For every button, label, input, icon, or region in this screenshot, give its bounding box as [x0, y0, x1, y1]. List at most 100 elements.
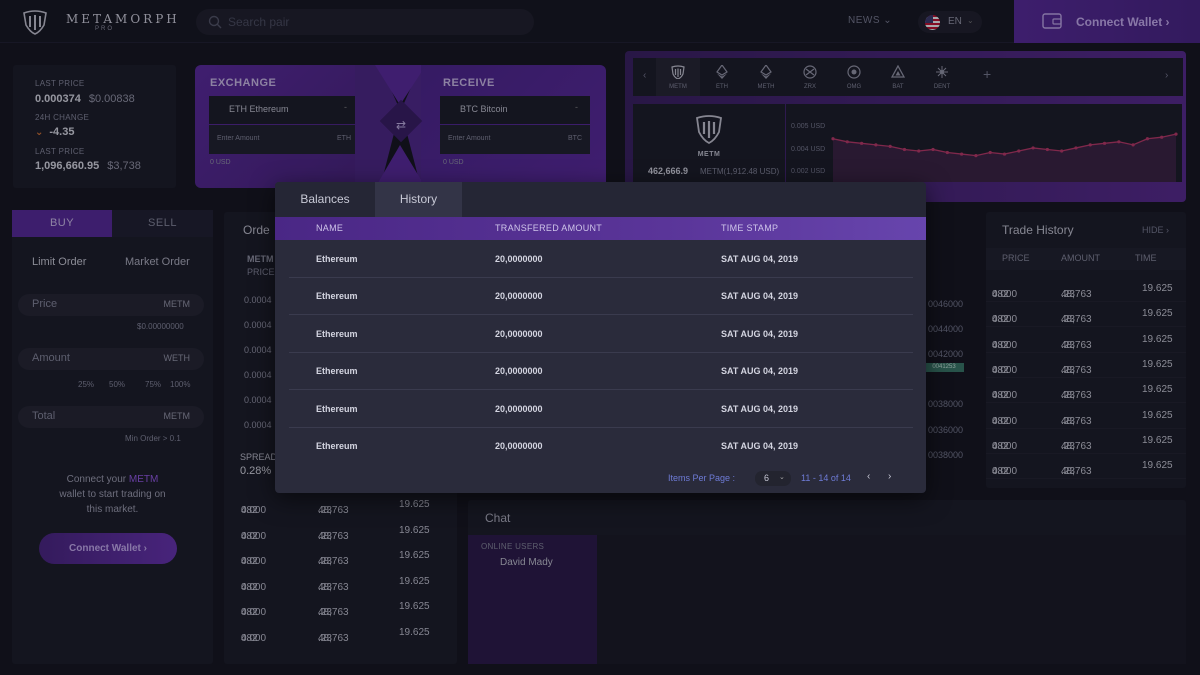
mini-chart-point — [1160, 135, 1164, 139]
order-book-row[interactable]: 0.000 482 48,763.23 19.625 — [241, 626, 430, 644]
tab-limit-order[interactable]: Limit Order — [32, 256, 87, 268]
price-field[interactable]: Price METM — [18, 294, 204, 316]
trade-history-row[interactable]: 0.000 482 48,763.23 19.625 — [986, 353, 1186, 378]
arrow-down-icon: ⌄ — [35, 127, 44, 138]
bat-icon — [891, 65, 905, 78]
percent-25-button[interactable]: 25% — [78, 380, 95, 389]
trade-history-row[interactable]: 0.000 482 48,763.23 19.625 — [986, 328, 1186, 353]
from-coin-select[interactable]: ETH Ethereum - — [209, 96, 359, 124]
tab-history[interactable]: History — [375, 182, 462, 217]
chat-messages-area[interactable] — [597, 535, 1186, 664]
chevron-down-icon: ⌄ — [967, 16, 974, 25]
history-time: SAT AUG 04, 2019 — [721, 441, 799, 451]
trade-history-row[interactable]: 0.000 482 48,763.23 19.625 — [986, 454, 1186, 480]
history-row[interactable]: Ethereum 20,0000000 SAT AUG 04, 2019 — [289, 391, 913, 428]
trade-history-row[interactable]: 0.000 482 48,763.23 19.625 — [986, 378, 1186, 404]
news-menu[interactable]: NEWS ⌄ — [848, 15, 892, 26]
coin-name: METM — [697, 151, 721, 158]
coin-symbol: METH — [757, 84, 775, 90]
connect-wallet-header-button[interactable]: Connect Wallet › — [1014, 0, 1200, 43]
trade-history-row[interactable]: 0.000 482 48,763.23 19.625 — [986, 429, 1186, 454]
to-amount-input[interactable]: Enter Amount BTC — [440, 125, 590, 154]
history-row[interactable]: Ethereum 20,0000000 SAT AUG 04, 2019 — [289, 353, 913, 390]
items-per-page-label: Items Per Page : — [668, 473, 736, 483]
coin-selector-strip: ‹ › METM ETH METH ZRX OMG BAT DENT — [633, 58, 1183, 96]
order-book-row[interactable]: 0.000 482 48,763.23 19.625 — [241, 524, 430, 542]
total-field[interactable]: Total METM — [18, 406, 204, 428]
tab-market-order[interactable]: Market Order — [125, 256, 190, 268]
connect-wallet-message: Connect your METM wallet to start tradin… — [59, 474, 166, 515]
language-label: EN — [948, 16, 962, 27]
order-book-price-cell: 0.0004 — [244, 395, 272, 405]
items-per-page-select[interactable]: 6 ⌄ — [755, 471, 791, 486]
order-book-row[interactable]: 0.000 482 48,763.23 19.625 — [241, 550, 430, 567]
prev-page-button[interactable]: ‹ — [867, 471, 871, 482]
search-input[interactable] — [228, 13, 518, 31]
to-usd-value: 0 USD — [443, 159, 464, 166]
spread-label: SPREAD — [240, 452, 278, 462]
center-book-value: 0046000 — [928, 299, 964, 309]
chevron-down-icon[interactable]: ⌄ — [155, 14, 163, 24]
hide-button[interactable]: HIDE › — [1142, 225, 1169, 235]
mini-chart-point — [1031, 146, 1035, 150]
coin-symbol: BAT — [892, 84, 904, 90]
order-book-row[interactable]: 0.000 482 48,763.23 19.625 — [241, 575, 430, 593]
mini-chart-point — [1074, 146, 1078, 150]
center-book-value: 0038000 — [928, 399, 964, 409]
brand-subtitle: PRO — [95, 26, 115, 32]
order-book-row[interactable]: 0.000 482 48,763.23 19.625 — [241, 499, 430, 516]
mini-chart-point — [1145, 137, 1150, 141]
chevron-left-icon[interactable]: ‹ — [643, 70, 647, 81]
swap-icon[interactable]: ⇄ — [395, 118, 407, 132]
mini-chart-point — [845, 140, 849, 144]
col-time: TIME — [1135, 253, 1157, 263]
coin-tab-zrx[interactable]: ZRX — [788, 58, 832, 96]
coin-tab-meth[interactable]: METH — [744, 58, 788, 96]
coin-tab-eth[interactable]: ETH — [700, 58, 744, 96]
trade-history-row[interactable]: 0.000 482 48,763.23 19.625 — [986, 404, 1186, 429]
chevron-right-icon[interactable]: › — [1165, 70, 1169, 81]
mini-chart-point — [888, 144, 892, 148]
history-amount: 20,0000000 — [495, 404, 543, 414]
trade-history-row[interactable]: 0.000 482 48,763.23 19.625 — [986, 302, 1186, 328]
online-user-item[interactable]: David Mady — [500, 557, 553, 568]
percent-75-button[interactable]: 75% — [145, 380, 162, 389]
to-coin-select[interactable]: BTC Bitcoin - — [440, 96, 590, 124]
coin-tab-bat[interactable]: BAT — [876, 58, 920, 96]
add-coin-icon[interactable]: + — [983, 66, 992, 82]
min-order-note: Min Order > 0.1 — [125, 434, 181, 443]
tab-buy[interactable]: BUY — [12, 210, 112, 237]
coin-tab-omg[interactable]: OMG — [832, 58, 876, 96]
eth-icon — [760, 65, 772, 79]
center-book-value: 0036000 — [928, 425, 964, 435]
history-row[interactable]: Ethereum 20,0000000 SAT AUG 04, 2019 — [289, 241, 913, 278]
connect-wallet-button[interactable]: Connect Wallet › — [39, 533, 177, 564]
exchange-widget: EXCHANGE ETH Ethereum - Enter Amount ETH 0… — [195, 65, 606, 188]
history-row[interactable]: Ethereum 20,0000000 SAT AUG 04, 2019 — [289, 428, 913, 465]
connect-wallet-label: Connect Wallet › — [1076, 15, 1170, 29]
history-row[interactable]: Ethereum 20,0000000 SAT AUG 04, 2019 — [289, 278, 913, 315]
coin-tab-dent[interactable]: DENT — [920, 58, 964, 96]
from-amount-input[interactable]: Enter Amount ETH — [209, 125, 359, 154]
tab-sell[interactable]: SELL — [112, 210, 213, 237]
language-selector[interactable]: EN ⌄ — [918, 11, 982, 33]
mini-chart-point — [945, 150, 949, 155]
next-page-button[interactable]: › — [888, 471, 892, 482]
top-header: METAMORPH PRO ⌄ NEWS ⌄ EN ⌄ Connect Wall… — [0, 0, 1200, 43]
amount-field[interactable]: Amount WETH — [18, 348, 204, 370]
percent-100-button[interactable]: 100% — [170, 380, 191, 389]
tab-balances[interactable]: Balances — [300, 192, 350, 206]
metamorph-logo-icon[interactable] — [22, 9, 48, 35]
order-book-price-cell: 0.0004 — [244, 370, 272, 380]
trade-history-row[interactable]: 0.000 482 48,763.23 19.625 — [986, 277, 1186, 302]
order-book-row[interactable]: 0.000 482 48,763.23 19.625 — [241, 601, 430, 618]
change-label: 24H CHANGE — [35, 113, 90, 122]
modal-table-header: NAME TRANSFERED AMOUNT TIME STAMP — [275, 217, 926, 240]
coin-tab-metm[interactable]: METM — [656, 58, 700, 96]
percent-50-button[interactable]: 50% — [109, 380, 126, 389]
search-bar[interactable] — [196, 9, 534, 35]
price-summary-card: LAST PRICE 0.000374 $0.00838 24H CHANGE ⌄… — [13, 65, 176, 188]
mini-chart-point — [1017, 149, 1021, 153]
col-price: PRICE — [1002, 253, 1030, 263]
history-row[interactable]: Ethereum 20,0000000 SAT AUG 04, 2019 — [289, 316, 913, 353]
